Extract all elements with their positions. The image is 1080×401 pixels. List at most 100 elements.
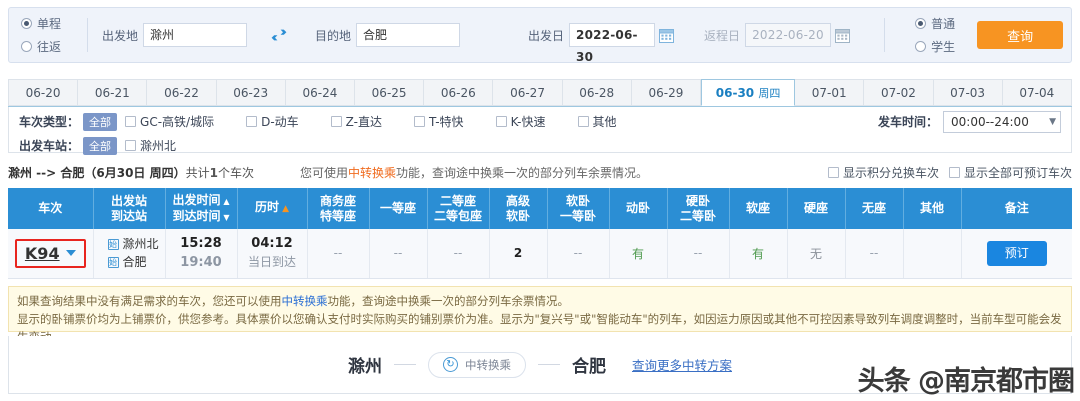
train-type-all-chip[interactable]: 全部 (83, 112, 118, 131)
train-type-checkboxes[interactable]: GC-高铁/城际 D-动车 Z-直达 T-特快 K-快速 其他 (125, 113, 649, 130)
header-line-1: 软卧 (565, 193, 590, 208)
date-tab-07-04[interactable]: 07-04 (1002, 79, 1072, 106)
train-type-checkbox-2[interactable]: D-动车 (246, 113, 299, 130)
passenger-type-student[interactable]: 学生 (915, 38, 955, 55)
train-type-checkbox-label: Z-直达 (345, 115, 382, 129)
summary-tip-post: 功能，查询途中换乘一次的部分列车余票情况。 (396, 165, 649, 180)
table-header-row: 车次 出发站 到达站 出发时间 ▲ 到达时间 ▼ 历时 ▲ 商务座 特等座 一等座 二等座 二等包座… (8, 188, 1072, 229)
date-tab-06-29[interactable]: 06-29 (631, 79, 702, 106)
station-all-chip[interactable]: 全部 (83, 136, 118, 155)
trip-type-one-way[interactable]: 单程 (21, 15, 83, 32)
from-input[interactable]: 滁州 (143, 23, 248, 47)
depart-date-field: 出发日 2022-06-30 (528, 23, 675, 64)
table-header-cell[interactable]: 历时 ▲ (237, 188, 308, 229)
date-tab-06-20[interactable]: 06-20 (8, 79, 79, 106)
seat-availability: -- (693, 246, 703, 261)
header-line-1: 出发时间 ▲ (172, 192, 230, 207)
chevron-down-icon[interactable] (65, 250, 76, 257)
checkbox-icon[interactable] (577, 116, 589, 127)
train-type-checkbox-4[interactable]: T-特快 (414, 113, 464, 130)
trip-type-radio-group[interactable]: 单程 往返 (9, 15, 83, 55)
checkbox-icon[interactable] (125, 140, 137, 151)
train-type-checkbox-6[interactable]: 其他 (577, 113, 617, 130)
seat-availability: -- (333, 246, 343, 261)
radio-selected-icon-normal[interactable] (915, 18, 927, 29)
date-tab-label: 06-30 (715, 86, 755, 100)
transfer-pill-button[interactable]: ↻ 中转换乘 (427, 351, 526, 378)
depart-time-select[interactable]: 00:00--24:00 ▼ (943, 110, 1061, 133)
trip-type-round-trip[interactable]: 往返 (21, 38, 83, 55)
sort-arrow-up-icon[interactable]: ▲ (220, 196, 230, 206)
passenger-type-normal[interactable]: 普通 (915, 15, 955, 32)
station-checkbox-chuzhou-north[interactable]: 滁州北 (125, 137, 176, 154)
sort-arrow-up-icon[interactable]: ▲ (278, 204, 290, 214)
date-tab-06-27[interactable]: 06-27 (493, 79, 563, 106)
date-tab-label: 06-25 (371, 86, 407, 100)
train-type-checkbox-1[interactable]: GC-高铁/城际 (125, 113, 214, 130)
table-header-cell: 无座 (845, 188, 904, 229)
summary-route: 滁州 --> 合肥（6月30日 周四） (8, 165, 186, 180)
toggle-points-exchange[interactable]: 显示积分兑换车次 (827, 164, 939, 181)
cell-times: 15:28 19:40 (165, 229, 238, 279)
radio-unselected-icon-student[interactable] (915, 41, 927, 52)
date-tab-07-03[interactable]: 07-03 (933, 79, 1003, 106)
date-tab-06-30[interactable]: 06-30 周四 (701, 79, 796, 106)
book-button[interactable]: 预订 (986, 240, 1047, 266)
radio-unselected-icon[interactable] (21, 41, 32, 52)
cell-train-number: K94 (8, 229, 94, 279)
date-tab-06-28[interactable]: 06-28 (562, 79, 632, 106)
transfer-link[interactable]: 中转换乘 (348, 165, 397, 180)
table-header-cell: 二等座 二等包座 (427, 188, 490, 229)
checkbox-icon[interactable] (330, 116, 342, 127)
table-header-cell: 出发站 到达站 (93, 188, 166, 229)
to-input[interactable]: 合肥 (356, 23, 461, 47)
search-button[interactable]: 查询 (977, 21, 1064, 49)
toggle-show-all-bookable[interactable]: 显示全部可预订车次 (948, 164, 1072, 181)
checkbox-icon[interactable] (125, 116, 137, 127)
date-tab-06-22[interactable]: 06-22 (147, 79, 217, 106)
date-tab-strip[interactable]: 06-20 06-21 06-22 06-23 06-24 06-25 06-26 06-27… (8, 79, 1072, 107)
date-tab-06-21[interactable]: 06-21 (78, 79, 148, 106)
date-tab-06-26[interactable]: 06-26 (424, 79, 494, 106)
train-type-checkbox-3[interactable]: Z-直达 (330, 113, 382, 130)
calendar-icon[interactable] (659, 28, 675, 43)
checkbox-icon[interactable] (414, 116, 425, 127)
header-line-2: 二等包座 (433, 208, 482, 223)
more-transfer-plans-link[interactable]: 查询更多中转方案 (631, 358, 732, 373)
calendar-icon-return[interactable] (835, 28, 851, 43)
date-tab-label: 07-02 (880, 86, 916, 100)
train-number-link[interactable]: K94 (24, 243, 60, 263)
train-results-table: 车次 出发站 到达站 出发时间 ▲ 到达时间 ▼ 历时 ▲ 商务座 特等座 一等座 二等座 二等包座… (8, 188, 1072, 279)
passenger-type-radio-group[interactable]: 普通 学生 (915, 15, 955, 55)
date-tab-07-01[interactable]: 07-01 (795, 79, 865, 106)
radio-selected-icon[interactable] (21, 18, 32, 29)
cell-seat-deluxe-soft-sleeper: 2 (489, 229, 548, 279)
checkbox-icon[interactable] (246, 116, 258, 127)
date-tab-label: 06-28 (579, 86, 615, 100)
depart-date-input[interactable]: 2022-06-30 (569, 23, 656, 64)
date-tab-07-02[interactable]: 07-02 (864, 79, 934, 106)
date-tab-06-25[interactable]: 06-25 (355, 79, 425, 106)
table-row: K94 始滁州北始合肥 15:28 19:40 04:12 当日到达 -- -- -- 2 -- 有 -… (8, 229, 1072, 279)
checkbox-icon-points[interactable] (827, 166, 839, 178)
summary-toggles[interactable]: 显示积分兑换车次 显示全部可预订车次 (827, 164, 1072, 181)
return-date-input[interactable]: 2022-06-20 (745, 23, 832, 47)
transfer-circle-icon: ↻ (442, 357, 458, 372)
date-tab-06-24[interactable]: 06-24 (285, 79, 356, 106)
header-line-1: 动卧 (625, 201, 650, 215)
train-type-checkbox-5[interactable]: K-快速 (495, 113, 546, 130)
header-line-1: 硬座 (803, 201, 828, 215)
date-tab-06-23[interactable]: 06-23 (216, 79, 286, 106)
header-line-1: 历时 ▲ (254, 200, 290, 214)
depart-time: 15:28 (180, 236, 222, 252)
checkbox-icon[interactable] (495, 116, 507, 127)
checkbox-icon-all[interactable] (948, 166, 960, 178)
sort-arrow-down-icon[interactable]: ▼ (220, 212, 230, 222)
return-date-label: 返程日 (704, 28, 741, 43)
notice-transfer-link[interactable]: 中转换乘 (281, 294, 328, 308)
to-station-name: 合肥 (122, 255, 147, 270)
swap-horizontal-icon[interactable] (269, 25, 289, 45)
table-header-cell[interactable]: 出发时间 ▲ 到达时间 ▼ (165, 188, 238, 229)
date-tab-label: 06-27 (510, 86, 545, 100)
